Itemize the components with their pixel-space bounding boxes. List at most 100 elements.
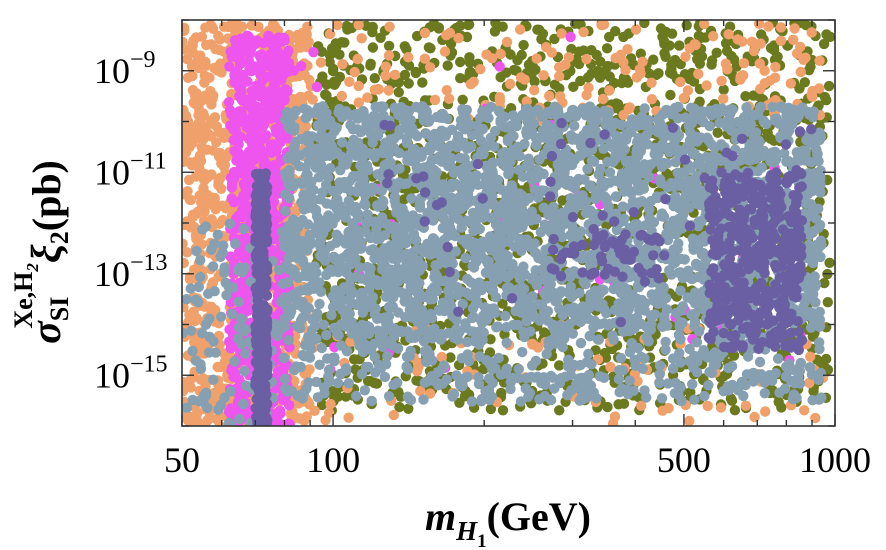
- point-olive: [740, 91, 751, 102]
- point-olive: [490, 20, 501, 28]
- point-olive: [455, 73, 466, 84]
- point-orange: [563, 52, 574, 63]
- point-orange: [182, 257, 189, 269]
- point-orange: [701, 80, 712, 91]
- point-orange: [380, 61, 391, 72]
- point-orange: [185, 411, 196, 423]
- point-orange: [775, 35, 787, 46]
- point-olive: [821, 29, 832, 40]
- point-orange: [693, 68, 704, 80]
- point-orange: [749, 411, 760, 423]
- point-olive: [575, 75, 586, 87]
- point-olive: [821, 95, 832, 106]
- point-orange: [303, 36, 314, 48]
- point-orange: [211, 413, 222, 425]
- point-magenta: [275, 408, 286, 419]
- point-olive: [611, 98, 622, 109]
- point-olive: [327, 386, 338, 397]
- point-orange: [494, 92, 505, 103]
- point-magenta: [224, 105, 236, 116]
- point-olive: [457, 94, 468, 106]
- point-olive: [823, 80, 835, 92]
- point-olive: [808, 386, 819, 397]
- point-orange: [343, 412, 354, 423]
- point-magenta: [237, 287, 248, 298]
- point-olive: [369, 377, 380, 389]
- point-olive: [496, 387, 507, 399]
- point-orange: [708, 31, 719, 42]
- point-magenta: [275, 137, 286, 148]
- point-steel: [616, 119, 627, 131]
- point-orange: [684, 415, 695, 426]
- point-orange: [199, 175, 210, 186]
- point-olive: [549, 33, 560, 45]
- point-steel: [522, 103, 533, 115]
- point-olive: [620, 74, 632, 85]
- point-orange: [637, 56, 648, 67]
- point-orange: [187, 129, 199, 140]
- point-orange: [763, 21, 774, 32]
- point-steel: [666, 269, 677, 280]
- point-olive: [536, 34, 547, 45]
- point-orange: [182, 156, 188, 168]
- point-olive: [349, 354, 360, 365]
- point-olive: [706, 59, 717, 70]
- point-olive: [505, 49, 516, 60]
- point-orange: [657, 405, 668, 416]
- point-orange: [465, 79, 476, 90]
- point-steel: [756, 162, 767, 173]
- point-magenta: [279, 33, 290, 44]
- point-magenta: [233, 48, 244, 60]
- point-orange: [208, 145, 219, 156]
- point-steel: [595, 163, 606, 175]
- point-magenta: [233, 81, 244, 93]
- point-olive: [718, 84, 729, 95]
- point-olive: [666, 28, 678, 39]
- point-orange: [444, 27, 456, 39]
- point-orange: [215, 172, 226, 184]
- point-orange: [207, 23, 219, 34]
- point-olive: [573, 58, 585, 70]
- point-orange: [353, 80, 364, 92]
- point-magenta: [233, 139, 244, 150]
- point-orange: [770, 61, 781, 73]
- point-magenta: [288, 65, 299, 76]
- point-steel: [585, 249, 596, 261]
- point-orange: [720, 58, 731, 69]
- point-steel: [280, 205, 291, 217]
- point-orange: [200, 22, 211, 33]
- point-olive: [394, 401, 405, 413]
- point-steel: [704, 120, 715, 132]
- point-olive: [316, 46, 328, 57]
- point-orange: [182, 247, 193, 258]
- point-magenta: [253, 146, 264, 158]
- point-olive: [653, 68, 664, 79]
- point-magenta: [251, 80, 262, 92]
- point-olive: [455, 20, 466, 31]
- point-olive: [674, 40, 685, 51]
- point-orange: [182, 302, 189, 313]
- point-steel: [510, 305, 521, 317]
- point-magenta: [242, 304, 253, 316]
- point-orange: [383, 50, 395, 61]
- point-olive: [445, 352, 456, 363]
- point-steel: [300, 112, 311, 124]
- point-orange: [775, 22, 787, 33]
- point-orange: [352, 53, 363, 65]
- point-olive: [712, 127, 723, 138]
- point-orange: [199, 90, 211, 102]
- point-olive: [554, 360, 565, 371]
- point-olive: [334, 71, 346, 83]
- point-steel: [601, 308, 612, 319]
- point-orange: [624, 102, 635, 113]
- point-orange: [214, 218, 225, 229]
- point-orange: [723, 29, 734, 40]
- point-olive: [821, 353, 832, 365]
- point-orange: [630, 24, 642, 35]
- point-orange: [320, 415, 331, 426]
- point-olive: [594, 72, 606, 83]
- point-orange: [505, 78, 516, 90]
- point-orange: [202, 301, 214, 312]
- point-steel: [315, 286, 327, 297]
- point-orange: [197, 127, 208, 139]
